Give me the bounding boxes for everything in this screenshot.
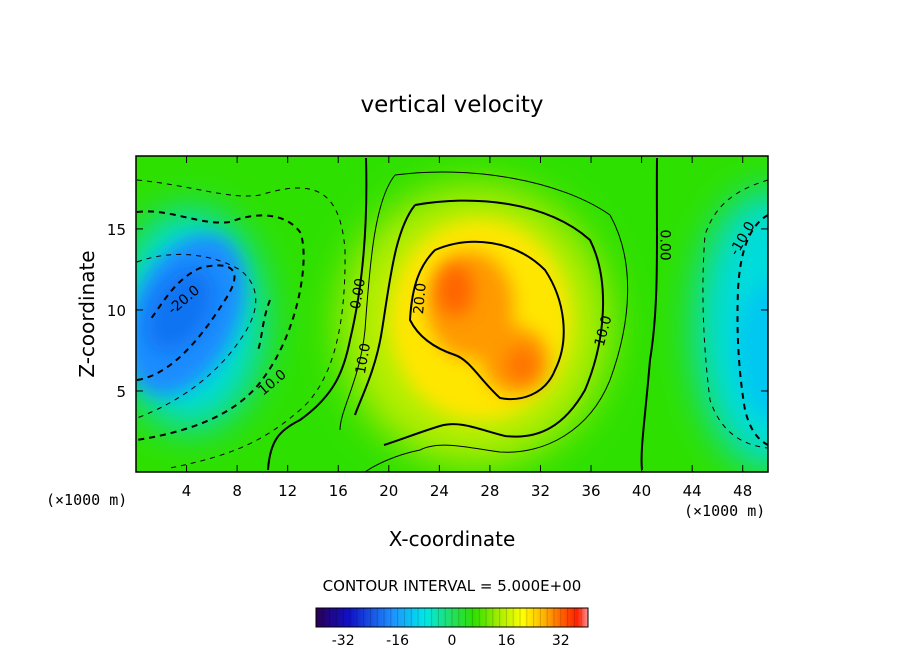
x-tick-label: 4 (182, 482, 192, 500)
y-tick-label: 5 (116, 383, 126, 401)
x-tick-label: 32 (531, 482, 550, 500)
x-tick-label: 36 (581, 482, 600, 500)
contour-label: 20.0 (411, 282, 430, 314)
colorbar-tick-label: -32 (332, 633, 355, 649)
x-unit-right: (×1000 m) (684, 502, 765, 520)
plot-frame (135, 155, 769, 473)
y-tick-label: 10 (107, 302, 126, 320)
colorbar-tick-label: -16 (386, 633, 409, 649)
colorbar: -32 -16 0 16 32 (315, 607, 589, 649)
x-axis-ticks: 4 8 12 16 20 24 28 32 36 40 44 48 (182, 156, 752, 500)
contour-label: 10.0 (592, 314, 616, 348)
colorbar-tick-label: 16 (497, 633, 515, 649)
velocity-field (136, 156, 768, 472)
contour-label: 0.00 (656, 230, 672, 261)
x-tick-label: 16 (329, 482, 348, 500)
contour-label: 0.00 (348, 277, 369, 310)
colorbar-ticks: -32 -16 0 16 32 (332, 633, 570, 649)
colorbar-tick-label: 32 (552, 633, 570, 649)
x-tick-label: 20 (379, 482, 398, 500)
contour-label: 10.0 (353, 342, 374, 375)
x-tick-label: 48 (733, 482, 752, 500)
x-tick-label: 40 (632, 482, 651, 500)
y-tick-label: 15 (107, 221, 126, 239)
x-axis-label: X-coordinate (389, 527, 516, 551)
x-tick-label: 8 (232, 482, 242, 500)
x-unit-left: (×1000 m) (46, 491, 127, 509)
y-axis-ticks: 5 10 15 (107, 221, 768, 401)
x-tick-label: 12 (278, 482, 297, 500)
contour-interval-label: CONTOUR INTERVAL = 5.000E+00 (323, 577, 582, 595)
x-tick-label: 44 (683, 482, 702, 500)
x-tick-label: 24 (430, 482, 449, 500)
y-axis-label: Z-coordinate (75, 250, 99, 377)
chart-title: vertical velocity (361, 92, 544, 118)
colorbar-tick-label: 0 (448, 633, 457, 649)
x-tick-label: 28 (480, 482, 499, 500)
contour-lines (136, 157, 768, 472)
